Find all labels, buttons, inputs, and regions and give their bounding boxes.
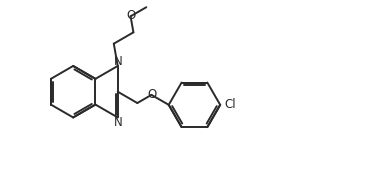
Text: O: O <box>126 9 135 22</box>
Text: O: O <box>147 88 156 101</box>
Text: N: N <box>114 116 122 129</box>
Text: Cl: Cl <box>224 98 236 111</box>
Text: N: N <box>114 55 122 68</box>
